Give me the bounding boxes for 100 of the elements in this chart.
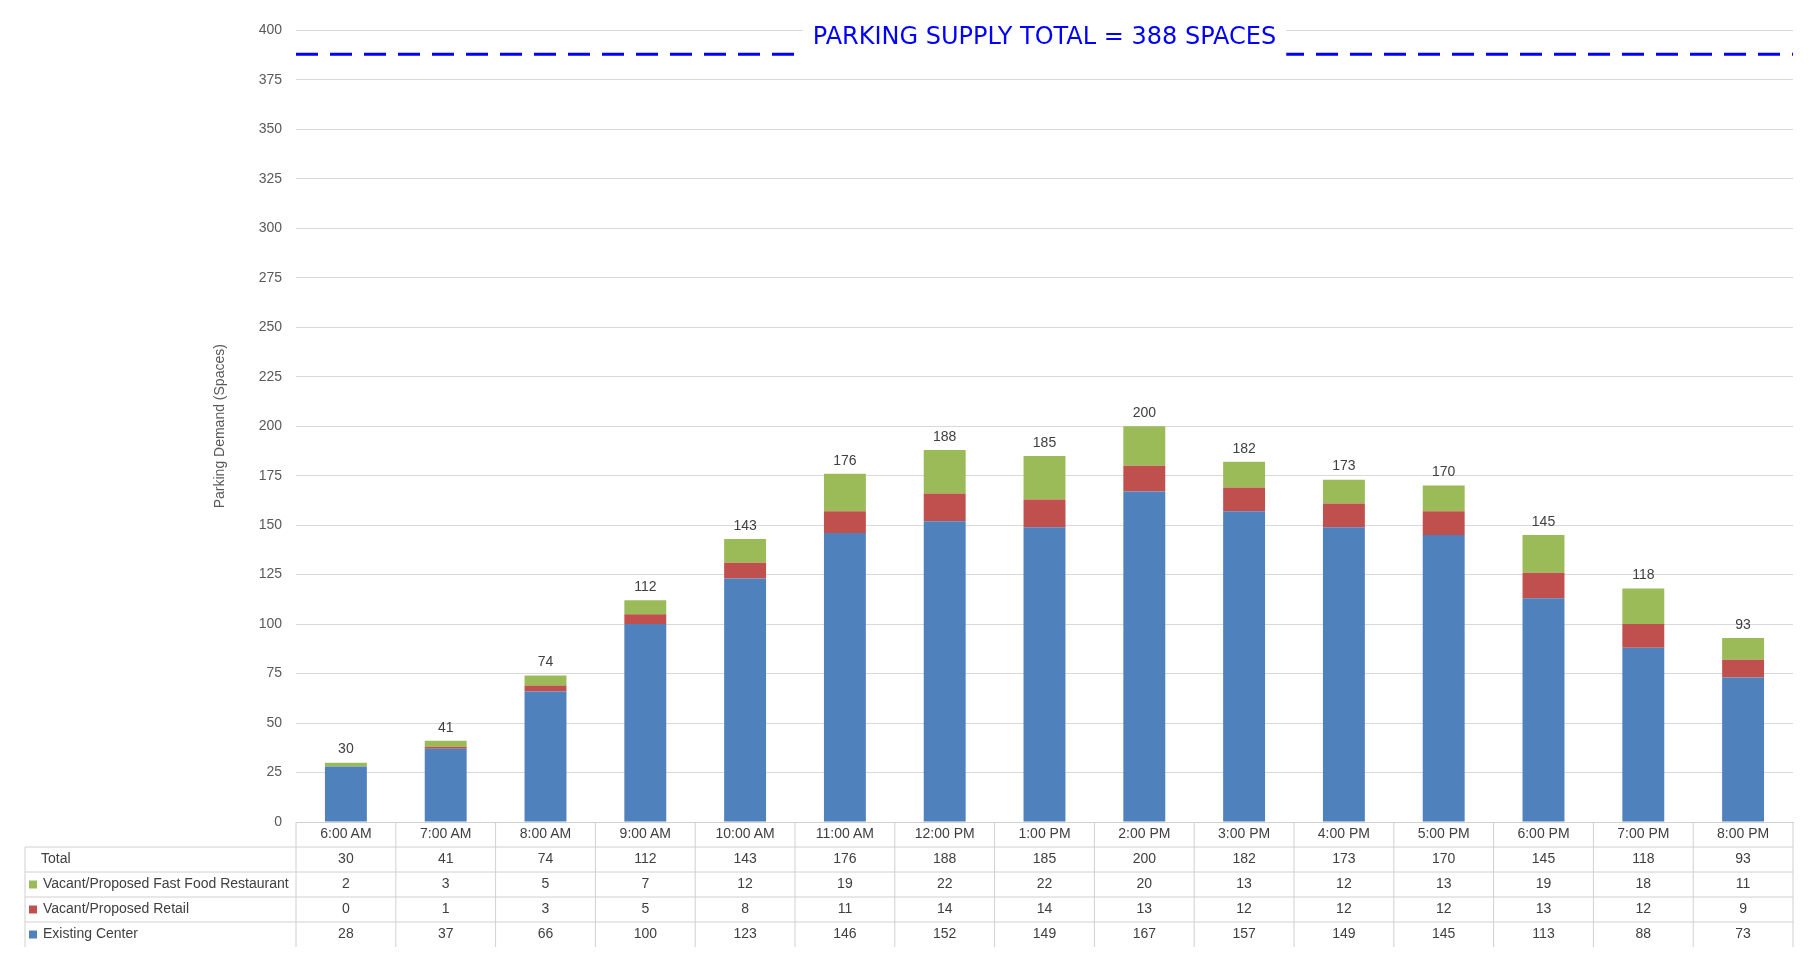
bar [424,740,467,747]
y-tick-label: 125 [258,565,283,582]
y-tick-label: 250 [258,318,283,335]
text: 145 [1531,850,1556,867]
x-tick-label: 6:00 PM [1517,825,1570,842]
data-label: 152 [933,925,957,942]
text: 74 [537,850,554,867]
data-label: 73 [1735,925,1752,942]
x-tick-label: 10:00 AM [715,825,775,842]
text: 182 [1232,850,1256,867]
data-label: 13 [1136,900,1153,917]
bar [524,685,567,692]
bar [324,766,367,822]
x-tick-label: 11:00 AM [815,825,874,842]
data-label: 12 [1435,900,1452,917]
data-label: 19 [1535,875,1552,892]
x-tick-label: 8:00 PM [1717,825,1770,842]
total-label: 182 [1232,439,1256,456]
total-label: 170 [1432,463,1456,480]
y-tick-label: 275 [258,268,283,285]
bar [1023,455,1066,500]
text: 118 [1632,850,1655,867]
y-tick-label: 400 [258,21,283,38]
bar [1223,511,1266,822]
total-label: 93 [1735,615,1752,632]
bar [624,624,667,822]
bar [1522,572,1565,599]
x-tick-label: 4:00 PM [1317,825,1370,842]
x-tick-label: 3:00 PM [1218,825,1271,842]
bar [923,521,966,822]
y-tick-label: 350 [258,120,283,137]
data-label: 11 [837,900,853,917]
y-tick-label: 25 [266,763,283,780]
data-label: 167 [1132,925,1157,942]
data-label: 145 [1432,925,1456,942]
text: 188 [933,850,957,867]
data-label: 146 [833,925,857,942]
bar [823,511,866,534]
bar [424,748,467,822]
legend-label: Vacant/Proposed Retail [43,900,190,917]
data-label: 157 [1232,925,1256,942]
x-tick-label: 2:00 PM [1118,825,1171,842]
data-label: 66 [537,925,554,942]
data-label: 88 [1635,925,1652,942]
text: 200 [1132,850,1156,867]
bar [724,578,767,822]
bar [1123,491,1166,822]
bar [724,562,767,579]
text: 176 [833,850,857,867]
data-label: 2 [342,875,350,892]
total-label: 118 [1632,566,1655,583]
data-label: 123 [733,925,757,942]
data-label: 14 [1036,900,1053,917]
total-label: 30 [338,740,354,757]
bar [1722,637,1765,660]
data-label: 14 [936,900,953,917]
text: 170 [1432,850,1456,867]
text: 173 [1332,850,1356,867]
x-tick-label: 9:00 AM [619,825,671,842]
total-label: 143 [733,516,757,533]
y-tick-label: 225 [258,367,283,384]
total-label: 176 [833,451,857,468]
bar [624,614,667,625]
y-tick-label: 300 [258,219,283,236]
x-tick-label: 12:00 PM [914,825,975,842]
data-label: 28 [338,925,354,942]
bar [1522,598,1565,822]
data-label: 113 [1532,925,1555,942]
text: 112 [634,850,657,867]
total-label: 173 [1332,457,1356,474]
y-tick-label: 200 [258,417,283,434]
x-tick-label: 6:00 AM [320,825,372,842]
data-label: 0 [342,900,350,917]
y-tick-label: 375 [258,70,283,87]
text: 41 [437,850,454,867]
text: 143 [733,850,757,867]
x-tick-label: 8:00 AM [519,825,572,842]
data-label: 9 [1739,900,1748,917]
bar [1422,511,1465,536]
text: 185 [1032,850,1057,867]
data-label: 5 [541,875,550,892]
bar [923,449,966,494]
bar [1722,677,1765,822]
bar [724,539,767,563]
ref-line-label: PARKING SUPPLY TOTAL = 388 SPACES [812,22,1277,51]
y-tick-label: 50 [266,713,283,730]
text: 30 [338,850,354,867]
data-label: 149 [1032,925,1057,942]
bar [1023,499,1066,528]
legend-label: Vacant/Proposed Fast Food Restaurant [43,875,289,892]
bar [1123,465,1166,492]
data-label: 12 [1336,900,1352,917]
bar [1422,485,1465,512]
legend-label: Existing Center [43,925,139,942]
bar [524,691,567,822]
data-label: 149 [1332,925,1356,942]
data-label: 13 [1435,875,1452,892]
y-tick-label: 150 [258,516,283,533]
y-tick-label: 175 [258,466,283,483]
data-label: 8 [741,900,750,917]
